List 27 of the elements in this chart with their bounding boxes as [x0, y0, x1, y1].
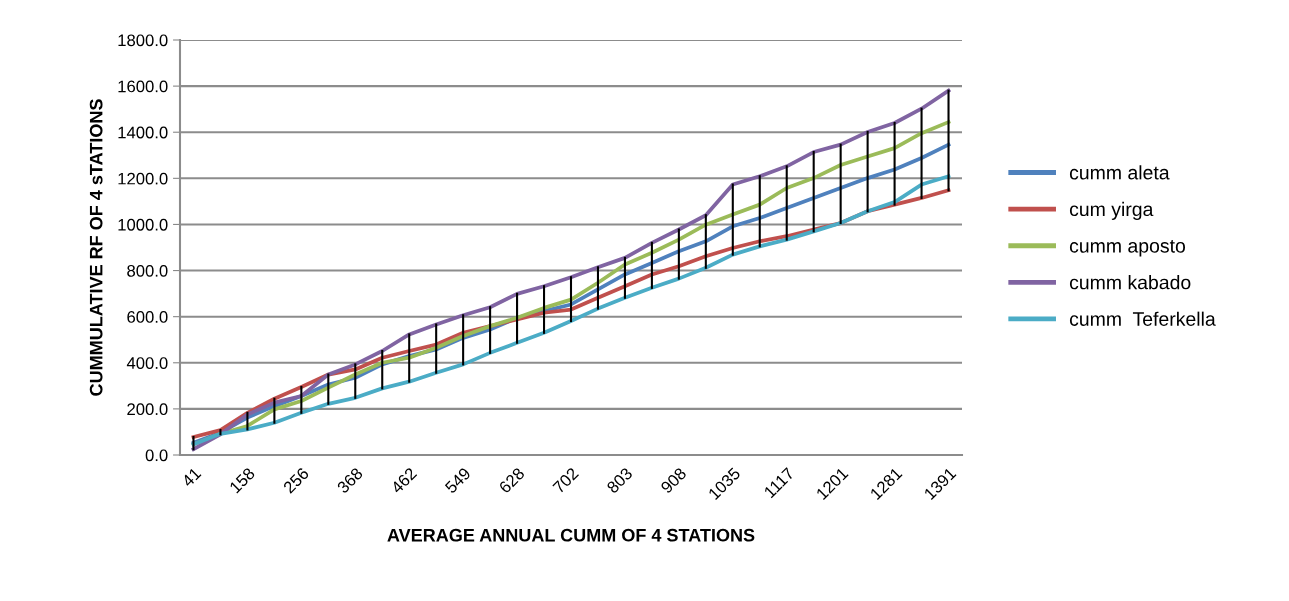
x-tick-label: 908	[660, 466, 688, 494]
x-tick-label: 549	[444, 466, 472, 494]
x-tick-label: 158	[228, 466, 256, 494]
legend-label: cum yirga	[1069, 201, 1154, 220]
x-axis-title: AVERAGE ANNUAL CUMM OF 4 STATIONS	[387, 528, 755, 542]
legend-label: cumm aposto	[1069, 239, 1186, 257]
x-tick-label: 702	[552, 467, 580, 494]
x-tick-label: 628	[498, 466, 526, 494]
x-tick-label: 256	[282, 466, 310, 494]
x-tick-label: 41	[181, 467, 202, 488]
y-axis-title: CUMMULATIVE RF OF 4 sTATIONS	[89, 99, 103, 396]
y-tick-label: 0.0	[145, 449, 168, 462]
x-tick-label: 462	[390, 467, 418, 495]
y-tick-label: 1600.0	[118, 80, 168, 93]
y-tick-label: 1800.0	[118, 34, 168, 47]
y-tick-label: 1400.0	[118, 126, 168, 139]
legend-label: cumm aleta	[1069, 165, 1170, 180]
y-tick-label: 1200.0	[118, 172, 168, 185]
y-tick-label: 200.0	[127, 403, 168, 416]
legend-label: cumm Teferkella	[1069, 311, 1216, 326]
x-tick-label: 803	[606, 466, 634, 494]
y-tick-label: 1000.0	[118, 218, 168, 231]
x-tick-label: 368	[336, 466, 364, 494]
y-tick-label: 400.0	[126, 357, 168, 369]
y-tick-label: 600.0	[127, 311, 168, 323]
y-tick-label: 800.0	[127, 264, 168, 277]
legend-label: cumm kabado	[1069, 275, 1191, 290]
